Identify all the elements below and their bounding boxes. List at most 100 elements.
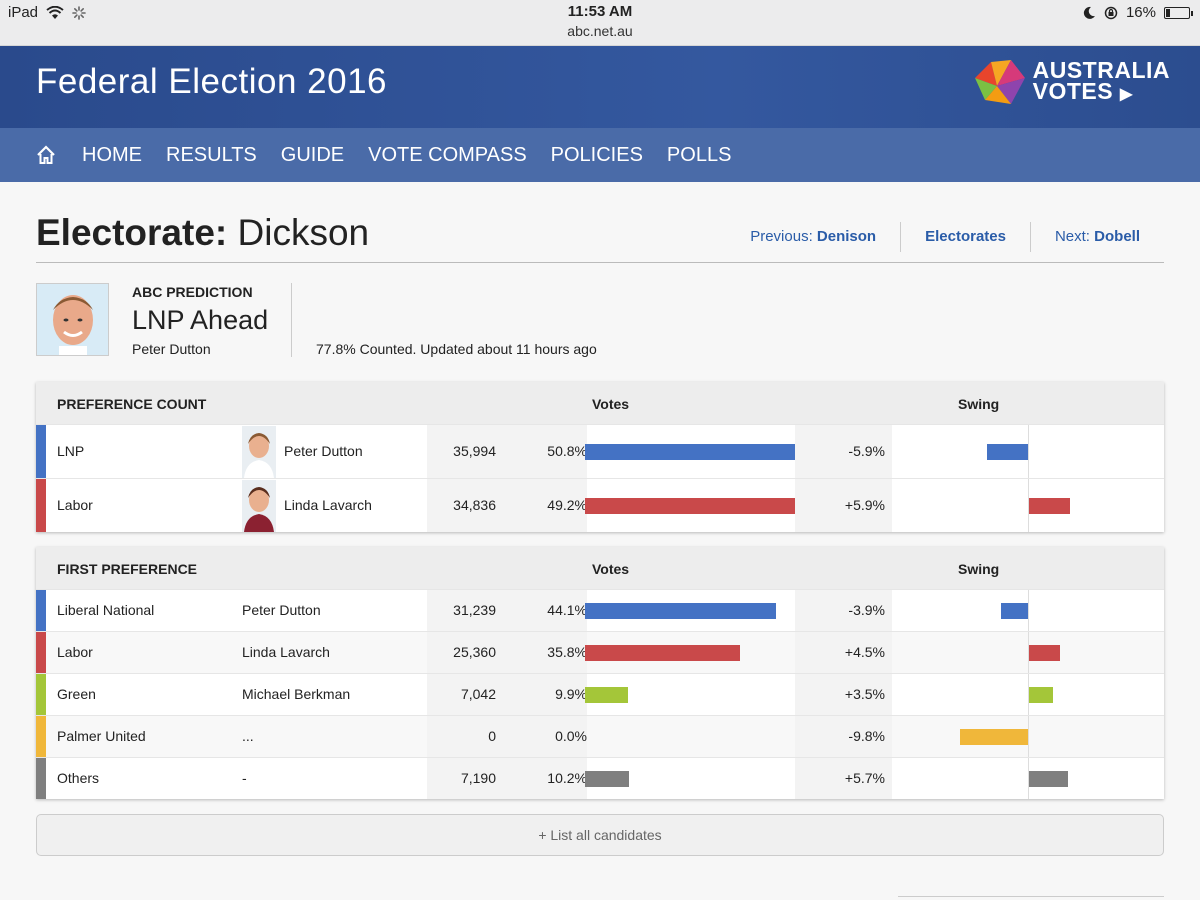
swing-cell: +3.5% <box>795 674 892 715</box>
preference-count-title: PREFERENCE COUNT <box>57 396 207 412</box>
nav-vote-compass[interactable]: VOTE COMPASS <box>368 143 527 166</box>
previous-label: Previous: <box>750 228 813 245</box>
swing-axis <box>1028 716 1029 757</box>
swing-axis <box>1028 632 1029 673</box>
previous-electorate-link[interactable]: Previous: Denison <box>726 222 900 252</box>
logo-line-2: VOTES ▶ <box>1032 77 1170 105</box>
vote-percent: 0.0% <box>555 728 587 744</box>
swing-bar-area <box>892 716 1164 757</box>
home-icon[interactable] <box>36 145 56 165</box>
vote-bar <box>585 498 798 514</box>
vote-count: 7,042 <box>460 686 496 702</box>
table-row: Labor Linda Lavarch 25,360 35.8% +4.5% <box>36 631 1164 673</box>
swing-value: +5.7% <box>844 770 885 786</box>
votes-cell: 7,190 10.2% <box>427 758 587 799</box>
swing-cell: +5.7% <box>795 758 892 799</box>
logo-line-1: AUSTRALIA <box>1032 56 1170 83</box>
party-name: Others <box>57 770 100 786</box>
party-color-stripe <box>36 425 46 478</box>
candidate-name: Linda Lavarch <box>242 644 330 660</box>
votes-header: Votes <box>592 396 630 412</box>
swing-value: -3.9% <box>848 602 885 618</box>
prediction-candidate: Peter Dutton <box>132 341 211 357</box>
swing-bar <box>960 729 1028 745</box>
candidate-name: - <box>242 770 247 786</box>
vote-bar-area <box>585 425 805 478</box>
party-color-stripe <box>36 632 46 673</box>
swing-axis <box>1028 758 1029 799</box>
nav-guide[interactable]: GUIDE <box>280 143 345 166</box>
main-nav: HOME RESULTS GUIDE VOTE COMPASS POLICIES… <box>0 128 1200 182</box>
previous-value: Denison <box>816 228 877 245</box>
candidate-name: Peter Dutton <box>242 602 321 618</box>
vote-percent: 49.2% <box>547 497 587 513</box>
heading-divider <box>36 262 1164 263</box>
status-center: 11:53 AM abc.net.au <box>0 3 1200 39</box>
swing-bar-area <box>892 758 1164 799</box>
vote-percent: 44.1% <box>547 602 587 618</box>
address-bar-url[interactable]: abc.net.au <box>567 23 633 39</box>
site-title[interactable]: Federal Election 2016 <box>36 62 387 101</box>
nav-polls[interactable]: POLLS <box>666 143 732 166</box>
swing-bar <box>1029 771 1068 787</box>
table-row: Others - 7,190 10.2% +5.7% <box>36 757 1164 799</box>
australia-votes-logo[interactable]: AUSTRALIA VOTES ▶ <box>971 56 1170 108</box>
candidate-name: ... <box>242 728 254 744</box>
list-all-candidates-button[interactable]: + List all candidates <box>36 814 1164 856</box>
candidate-thumbnail <box>242 480 276 532</box>
swing-cell: -9.8% <box>795 716 892 757</box>
status-left: iPad <box>8 4 86 21</box>
first-preference-rows: Liberal National Peter Dutton 31,239 44.1% -… <box>36 589 1164 799</box>
preference-count-rows: LNP Peter Dutton 35,994 50.8% -5.9% Labor Lind… <box>36 424 1164 532</box>
preference-count-header: PREFERENCE COUNT Votes Swing <box>36 382 1164 424</box>
swing-header: Swing <box>958 561 1000 577</box>
wifi-icon <box>46 5 64 19</box>
vote-bar-area <box>585 590 795 631</box>
logo-line-2-text: VOTES <box>1032 77 1114 104</box>
votes-cell: 34,836 49.2% <box>427 479 587 532</box>
candidate-name: Michael Berkman <box>242 686 351 702</box>
battery-icon <box>1164 6 1193 19</box>
table-row: Green Michael Berkman 7,042 9.9% +3.5% <box>36 673 1164 715</box>
swing-axis <box>1028 674 1029 715</box>
swing-bar-area <box>892 590 1164 631</box>
count-status: 77.8% Counted. Updated about 11 hours ag… <box>316 341 597 357</box>
vote-bar <box>585 444 805 460</box>
ios-status-bar: iPad 11:53 AM abc.net.au 16% <box>0 0 1200 46</box>
candidate-name: Linda Lavarch <box>284 497 372 513</box>
logo-text: AUSTRALIA VOTES ▶ <box>1032 56 1170 105</box>
table-row: LNP Peter Dutton 35,994 50.8% -5.9% <box>36 424 1164 478</box>
prediction-label: ABC PREDICTION <box>132 284 253 300</box>
nav-home[interactable]: HOME <box>82 143 142 166</box>
swing-value: -5.9% <box>848 443 885 459</box>
vote-count: 7,190 <box>460 770 496 786</box>
party-name: Palmer United <box>57 728 146 744</box>
first-preference-header: FIRST PREFERENCE Votes Swing <box>36 547 1164 589</box>
next-electorate-link[interactable]: Next: Dobell <box>1029 222 1164 252</box>
vote-bar-area <box>585 479 798 532</box>
swing-bar <box>1029 687 1053 703</box>
nav-policies[interactable]: POLICIES <box>550 143 643 166</box>
nav-results[interactable]: RESULTS <box>166 143 257 166</box>
swing-cell: +5.9% <box>795 479 892 532</box>
swing-cell: +4.5% <box>795 632 892 673</box>
electorate-pager: Previous: Denison Electorates Next: Dobe… <box>726 222 1164 252</box>
table-row: Labor Linda Lavarch 34,836 49.2% +5.9% <box>36 478 1164 532</box>
electorates-link[interactable]: Electorates <box>900 222 1030 252</box>
next-value: Dobell <box>1094 228 1140 245</box>
party-color-stripe <box>36 716 46 757</box>
party-name: Green <box>57 686 96 702</box>
swing-bar <box>1001 603 1028 619</box>
vote-bar <box>585 603 776 619</box>
swing-bar-area <box>892 632 1164 673</box>
vote-count: 34,836 <box>453 497 496 513</box>
moon-icon <box>1083 6 1095 19</box>
abc-votes-logo-icon <box>974 60 1025 104</box>
votes-cell: 7,042 9.9% <box>427 674 587 715</box>
vote-percent: 10.2% <box>547 770 587 786</box>
vote-bar <box>585 687 628 703</box>
vote-bar <box>585 771 629 787</box>
table-row: Palmer United... 0 0.0% -9.8% <box>36 715 1164 757</box>
vote-percent: 9.9% <box>555 686 587 702</box>
vote-bar <box>585 645 740 661</box>
